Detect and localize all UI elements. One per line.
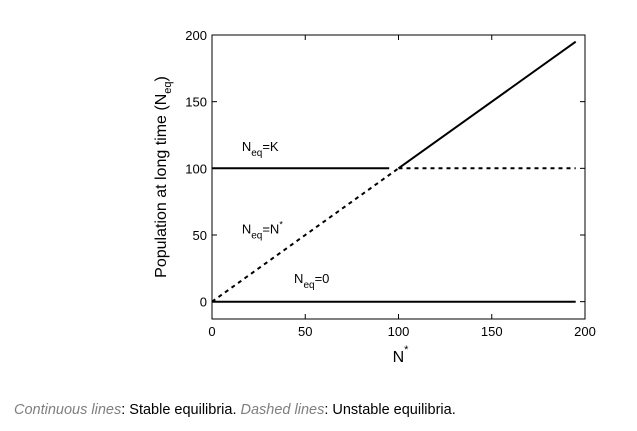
annotation-label-1: Neq=N*	[242, 220, 284, 242]
dashed-line-2	[211, 167, 400, 303]
axes-box	[211, 34, 586, 320]
y-axis-label-main: Population at long time (N	[153, 94, 170, 278]
y-tick-label: 150	[185, 95, 207, 110]
axis-ticks: 0 50 100 150 200 0 50 100 150 200	[185, 28, 596, 339]
annotation-label-2: Neq=0	[294, 271, 329, 291]
caption-continuous-lines: Continuous lines	[14, 402, 122, 418]
caption-unstable-text: : Unstable equilibria.	[324, 402, 456, 418]
x-axis-label-sup: *	[404, 344, 409, 356]
x-tick-label: 0	[208, 324, 215, 339]
series-lines	[211, 40, 577, 303]
y-axis-label-close: )	[153, 76, 170, 81]
annotations: Neq=K Neq=N* Neq=0	[242, 139, 330, 291]
x-tick-label: 50	[298, 324, 312, 339]
x-tick-label: 200	[574, 324, 596, 339]
y-tick-label: 100	[185, 161, 207, 176]
y-axis-label-sub: eq	[162, 81, 174, 93]
x-axis-label-base: N	[393, 349, 405, 366]
figure-caption: Continuous lines: Stable equilibria. Das…	[14, 402, 456, 418]
caption-stable-text: : Stable equilibria.	[121, 402, 241, 418]
y-tick-label: 200	[185, 28, 207, 43]
solid-line-1	[397, 40, 577, 170]
y-tick-label: 50	[193, 228, 207, 243]
y-axis-label: Population at long time (Neq)	[153, 76, 174, 278]
x-tick-label: 100	[388, 324, 410, 339]
annotation-label-0: Neq=K	[242, 139, 279, 159]
y-tick-label: 0	[200, 295, 207, 310]
x-axis-label: N*	[393, 344, 410, 366]
x-tick-label: 150	[481, 324, 503, 339]
caption-dashed-lines: Dashed lines	[240, 402, 325, 418]
